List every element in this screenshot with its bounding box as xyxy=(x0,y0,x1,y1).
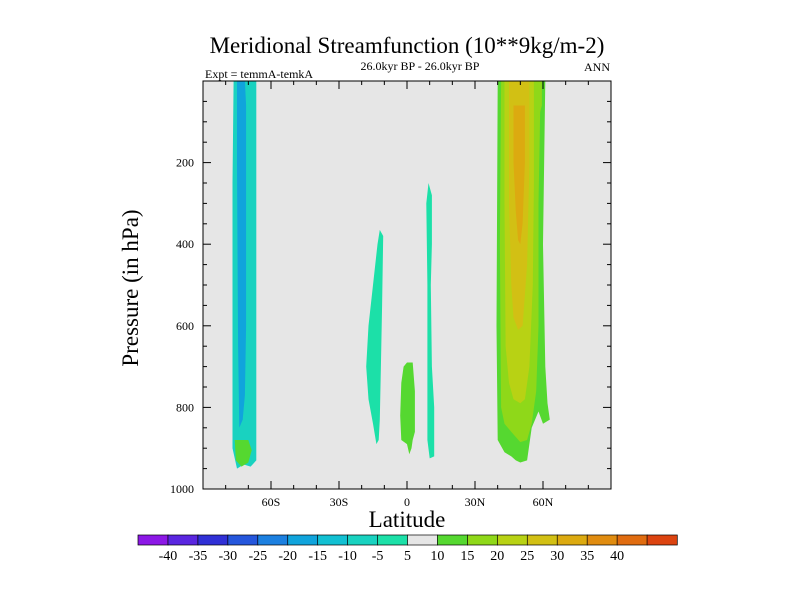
region-tropical-sh-branch xyxy=(366,229,384,445)
chart-title: Meridional Streamfunction (10**9kg/m-2) xyxy=(210,33,605,58)
colorbar-swatch xyxy=(616,534,648,546)
colorbar-swatch xyxy=(586,534,618,546)
colorbar-label: -15 xyxy=(308,549,327,564)
y-axis-ticks: 200 400 600 800 1000 xyxy=(170,100,611,496)
colorbar-swatch xyxy=(526,534,558,546)
y-tick-label: 800 xyxy=(176,400,194,414)
colorbar-label: -10 xyxy=(338,549,357,564)
colorbar-swatch xyxy=(407,534,439,546)
contour-regions xyxy=(232,81,550,469)
colorbar-label: -20 xyxy=(278,549,297,564)
subtitle-left: Expt = temmA-temkA xyxy=(205,67,313,81)
colorbar-swatch xyxy=(556,534,588,546)
colorbar-label: 30 xyxy=(550,549,564,564)
x-axis-label: Latitude xyxy=(369,507,446,532)
colorbar-label: 5 xyxy=(404,549,411,564)
y-tick-label: 200 xyxy=(176,156,194,170)
colorbar-swatch xyxy=(317,534,349,546)
region-nh-cell-stripe xyxy=(536,81,542,118)
colorbar-swatch xyxy=(197,534,229,546)
x-tick-label: 60N xyxy=(533,495,554,509)
colorbar-swatch xyxy=(167,534,199,546)
y-axis-label: Pressure (in hPa) xyxy=(118,209,143,366)
colorbar-swatch xyxy=(137,534,169,546)
x-axis-ticks: 60S 30S 0 30N 60N xyxy=(225,81,589,509)
colorbar-swatch xyxy=(496,534,528,546)
colorbar-label: 35 xyxy=(580,549,594,564)
colorbar-label: 10 xyxy=(430,549,444,564)
x-tick-label: 30S xyxy=(330,495,349,509)
colorbar-label: -5 xyxy=(372,549,384,564)
colorbar: -40 -35 -30 -25 -20 -15 -10 -5 5 10 15 20 25 30 35 40 xyxy=(137,534,678,564)
colorbar-label: 25 xyxy=(520,549,534,564)
y-tick-label: 1000 xyxy=(170,482,194,496)
y-tick-label: 400 xyxy=(176,237,194,251)
colorbar-swatch xyxy=(467,534,498,546)
colorbar-swatch xyxy=(227,534,259,546)
colorbar-swatch xyxy=(287,534,319,546)
colorbar-swatch xyxy=(377,534,409,546)
colorbar-swatch xyxy=(347,534,379,546)
region-tropical-nh-branch xyxy=(426,183,435,459)
colorbar-label: 15 xyxy=(460,549,474,564)
region-nh-cell-core xyxy=(513,105,525,245)
x-tick-label: 60S xyxy=(262,495,281,509)
colorbar-swatch xyxy=(437,534,469,546)
colorbar-label: -35 xyxy=(189,549,208,564)
colorbar-swatch xyxy=(646,534,678,546)
region-sh-cell-inner xyxy=(237,81,247,428)
subtitle-right: ANN xyxy=(584,60,610,74)
colorbar-label: -40 xyxy=(159,549,178,564)
colorbar-label: 40 xyxy=(610,549,624,564)
colorbar-label: -30 xyxy=(218,549,237,564)
x-tick-label: 30N xyxy=(465,495,486,509)
region-sh-cell-base xyxy=(234,440,252,467)
y-tick-label: 600 xyxy=(176,319,194,333)
x-tick-label: 0 xyxy=(404,495,410,509)
colorbar-swatch xyxy=(257,534,289,546)
colorbar-label: 20 xyxy=(490,549,504,564)
subtitle-center: 26.0kyr BP - 26.0kyr BP xyxy=(361,59,480,73)
colorbar-label: -25 xyxy=(248,549,267,564)
region-equatorial-cell xyxy=(400,362,415,455)
